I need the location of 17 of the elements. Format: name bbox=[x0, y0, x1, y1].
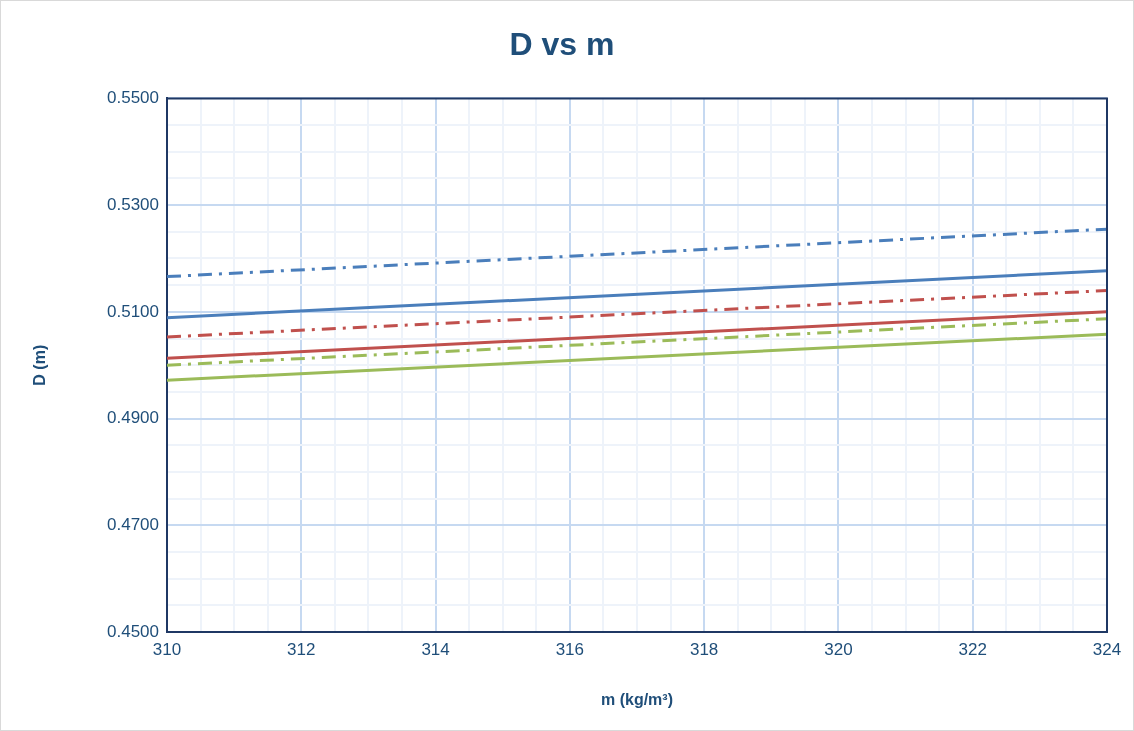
x-axis-title: m (kg/m³) bbox=[601, 690, 673, 708]
x-tick-label: 318 bbox=[689, 639, 719, 659]
y-tick-label: 0.5500 bbox=[107, 88, 159, 108]
x-tick-label: 320 bbox=[824, 639, 853, 659]
x-tick-label: 322 bbox=[958, 639, 987, 659]
y-tick-label: 0.4500 bbox=[107, 621, 159, 641]
y-tick-label: 0.5300 bbox=[107, 194, 159, 214]
y-tick-label: 0.4700 bbox=[107, 514, 159, 534]
x-tick-label: 310 bbox=[152, 639, 182, 659]
x-tick-label: 324 bbox=[1092, 639, 1122, 659]
y-axis-title: D (m) bbox=[31, 344, 49, 386]
chart-title: D vs m bbox=[509, 26, 615, 63]
x-tick-label: 312 bbox=[287, 639, 316, 659]
y-tick-label: 0.4900 bbox=[107, 408, 159, 428]
x-tick-label: 314 bbox=[421, 639, 450, 659]
x-tick-label: 316 bbox=[555, 639, 585, 659]
y-tick-label: 0.5100 bbox=[107, 301, 159, 321]
